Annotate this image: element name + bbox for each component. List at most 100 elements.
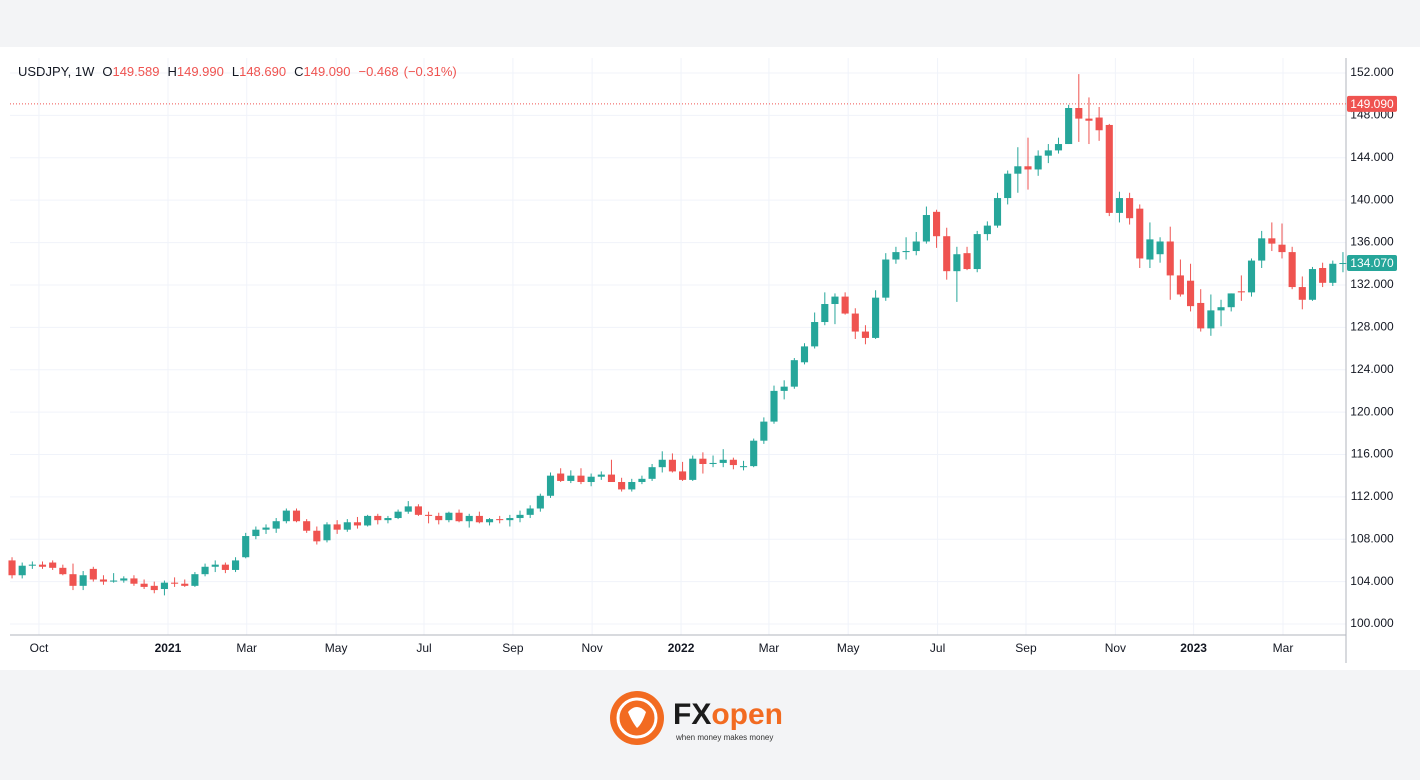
candle-body	[872, 297, 880, 338]
x-tick-label: Sep	[502, 641, 524, 655]
y-tick-label: 120.000	[1350, 404, 1394, 418]
candle-body	[414, 506, 422, 515]
candle-body	[303, 521, 311, 531]
candle-body	[496, 519, 504, 521]
brand-open: open	[711, 698, 783, 731]
ohlc-value: 148.690	[239, 64, 286, 79]
candle-body	[89, 568, 97, 580]
candle-body	[1014, 166, 1022, 174]
candle-body	[475, 515, 483, 523]
candle-body	[648, 467, 656, 479]
candle-body	[760, 421, 768, 441]
candle-body	[201, 566, 209, 575]
candle-body	[699, 458, 707, 464]
candle-body	[861, 331, 870, 338]
candle-body	[59, 567, 67, 575]
candle-body	[536, 495, 544, 509]
candle-body	[739, 466, 748, 468]
candle-body	[1024, 166, 1032, 170]
candle-body	[1095, 117, 1103, 131]
x-tick-label: Oct	[30, 641, 49, 655]
x-tick-label: Mar	[1273, 641, 1294, 655]
y-tick-label: 144.000	[1350, 150, 1394, 164]
candle-body	[150, 585, 158, 591]
candle-body	[993, 198, 1002, 226]
y-tick-label: 108.000	[1350, 531, 1394, 545]
candle-body	[1065, 108, 1073, 145]
candle-body	[933, 211, 941, 237]
candle-body	[1044, 150, 1052, 156]
candle-body	[181, 583, 189, 586]
x-tick-label: Jul	[930, 641, 945, 655]
candle-body	[912, 241, 920, 252]
candle-body	[821, 304, 829, 323]
y-tick-label: 140.000	[1350, 192, 1394, 206]
candle-body	[38, 564, 47, 567]
candle-body	[130, 578, 138, 584]
candle-body	[1237, 291, 1245, 293]
candle-body	[1308, 269, 1317, 300]
candle-body	[18, 565, 26, 576]
candle-body	[1339, 263, 1347, 265]
y-tick-label: 104.000	[1350, 574, 1394, 588]
candle-body	[28, 564, 36, 566]
candle-body	[1217, 307, 1225, 311]
candle-body	[790, 360, 798, 387]
candle-body	[983, 225, 991, 235]
candle-body	[709, 462, 717, 464]
candle-body	[221, 564, 229, 570]
candle-body	[658, 459, 666, 468]
candle-body	[668, 459, 676, 472]
y-tick-label: 152.000	[1350, 65, 1394, 79]
candle-body	[242, 536, 250, 558]
candle-body	[750, 440, 758, 467]
candle-body	[953, 254, 961, 272]
candle-body	[120, 578, 128, 581]
change: −0.468	[358, 64, 398, 79]
candle-body	[252, 529, 260, 537]
candle-body	[1146, 239, 1154, 260]
chart-header: USDJPY, 1W O149.589 H149.990 L148.690 C149.0…	[18, 64, 457, 79]
ohlc-key: C	[294, 64, 303, 79]
brand-tagline: when money makes money	[675, 733, 773, 742]
candle-body	[1247, 260, 1256, 293]
candle-body	[516, 514, 524, 519]
candle-body	[231, 560, 240, 570]
candle-body	[567, 475, 575, 481]
ohlc-value: 149.090	[303, 64, 350, 79]
candle-body	[506, 518, 514, 521]
candle-body	[1105, 124, 1113, 213]
candle-body	[780, 386, 788, 391]
candle-body	[577, 475, 585, 483]
candle-body	[1268, 238, 1276, 244]
candle-body	[343, 522, 351, 530]
candle-body	[902, 251, 910, 253]
candle-body	[729, 459, 737, 466]
logo-icon-ring	[616, 697, 658, 739]
candle-body	[638, 478, 646, 483]
candle-body	[841, 296, 849, 314]
candle-body	[262, 527, 270, 530]
x-tick-label: Jul	[416, 641, 431, 655]
candle-body	[770, 390, 778, 422]
candle-body	[1197, 302, 1205, 329]
candle-body	[191, 574, 199, 586]
logo: FXopen when money makes money	[610, 691, 783, 745]
y-tick-label: 128.000	[1350, 319, 1394, 333]
x-tick-label: 2023	[1180, 641, 1207, 655]
candle-body	[831, 296, 839, 305]
candle-body	[689, 458, 697, 480]
candle-body	[607, 474, 616, 483]
y-tick-label: 116.000	[1351, 447, 1394, 461]
candle-body	[546, 475, 555, 496]
candle-body	[485, 519, 494, 523]
candle-body	[800, 346, 809, 363]
price-tag	[1347, 95, 1397, 112]
price-tag-label: 149.090	[1350, 97, 1394, 111]
candle-body	[272, 521, 280, 529]
candle-body	[425, 514, 433, 516]
candle-body	[597, 474, 605, 477]
candle-body	[679, 471, 687, 480]
candle-body	[1156, 241, 1164, 255]
